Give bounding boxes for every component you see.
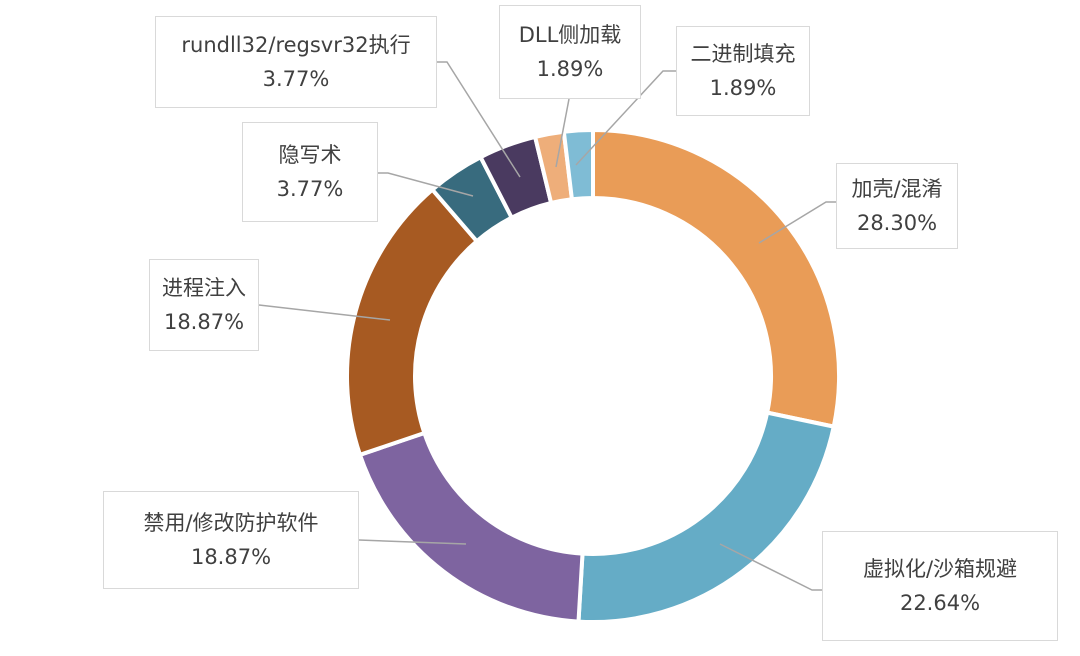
leader-line (575, 70, 676, 166)
callout-label: 虚拟化/沙箱规避 22.64% (822, 531, 1058, 641)
callout-label: 禁用/修改防护软件 18.87% (103, 491, 359, 589)
slice-value-text: 1.89% (536, 57, 604, 81)
slice-label-text: 二进制填充 (690, 42, 796, 66)
slice-value-text: 28.30% (856, 211, 938, 235)
slice-value-text: 18.87% (190, 545, 272, 569)
slice-label-text: 进程注入 (162, 276, 246, 300)
donut-slice (345, 187, 479, 457)
callout-label: 二进制填充 1.89% (676, 26, 810, 116)
slice-value-text: 22.64% (899, 591, 981, 615)
callout-label: rundll32/regsvr32执行 3.77% (155, 16, 437, 108)
slice-label-text: DLL侧加载 (518, 23, 622, 47)
leader-line (258, 304, 391, 321)
slice-label-text: 隐写术 (278, 143, 342, 167)
leader-line (555, 98, 570, 168)
slice-value-text: 3.77% (262, 67, 330, 91)
slice-value-text: 3.77% (276, 177, 344, 201)
callout-label: DLL侧加载 1.89% (499, 5, 641, 99)
leader-line (378, 172, 474, 197)
callout-label: 进程注入 18.87% (149, 259, 259, 351)
leader-lines (258, 61, 836, 591)
leader-line (719, 543, 822, 591)
donut-slice (357, 431, 585, 624)
callout-label: 隐写术 3.77% (242, 122, 378, 222)
leader-line (358, 539, 467, 545)
callout-label: 加壳/混淆 28.30% (836, 163, 958, 249)
slice-label-text: rundll32/regsvr32执行 (181, 33, 411, 57)
donut-slice (561, 128, 595, 202)
donut-slices (345, 128, 841, 624)
leader-line (758, 201, 836, 244)
slice-label-text: 虚拟化/沙箱规避 (862, 557, 1018, 581)
slice-label-text: 加壳/混淆 (851, 177, 943, 201)
slice-value-text: 18.87% (163, 310, 245, 334)
donut-slice (591, 128, 841, 429)
leader-line (437, 61, 521, 178)
slice-value-text: 1.89% (709, 76, 777, 100)
donut-slice (576, 410, 836, 624)
slice-label-text: 禁用/修改防护软件 (143, 511, 319, 535)
